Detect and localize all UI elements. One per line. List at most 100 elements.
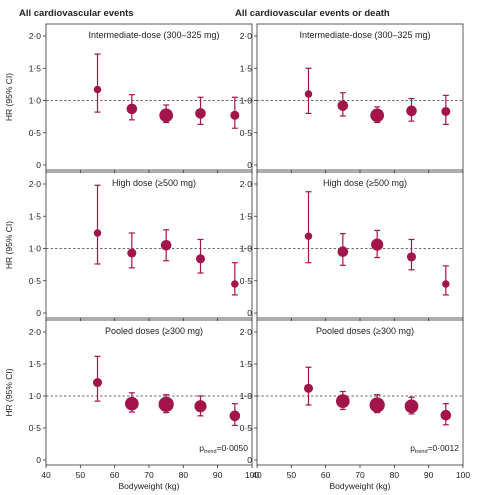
y-axis-label: HR (95% CI) — [4, 73, 14, 121]
hr-point — [229, 410, 241, 422]
panel-frame — [45, 171, 253, 319]
x-tick-label: 60 — [321, 470, 331, 480]
y-axis-label: HR (95% CI) — [4, 368, 14, 416]
hr-point — [160, 239, 172, 251]
hr-point — [440, 409, 452, 421]
hr-point — [93, 85, 102, 94]
p-trend-value: =0·0012 — [428, 443, 460, 453]
hr-point — [337, 246, 349, 258]
y-tick-label: 1·0 — [29, 96, 42, 106]
panel-2-0: 0 0·5 1·0 1·5 2·0 HR (95% CI) 40 50 60 70 80 90 100 P… — [4, 319, 259, 480]
y-tick-label: 0·5 — [29, 276, 42, 286]
x-tick-label: 100 — [245, 470, 259, 480]
panel-title: Pooled doses (≥300 mg) — [316, 326, 414, 336]
x-tick-label: 50 — [76, 470, 86, 480]
y-tick-label: 2·0 — [240, 31, 253, 41]
y-tick-label: 2·0 — [240, 179, 253, 189]
hr-point — [370, 108, 385, 123]
p-trend-symbol: p — [199, 443, 204, 453]
y-tick-label: 0 — [247, 455, 252, 465]
hr-point — [404, 399, 419, 414]
panel-title: Intermediate-dose (300–325 mg) — [88, 30, 219, 40]
y-tick-label: 1·0 — [29, 244, 42, 254]
y-tick-label: 1·5 — [240, 359, 253, 369]
y-tick-label: 1·0 — [240, 244, 253, 254]
p-trend-label: ptrend=0·0012 — [410, 443, 459, 455]
p-trend-subscript: trend — [415, 449, 428, 455]
panel-0-1: 0 0·5 1·0 1·5 2·0 Intermediate-dose (300–325 … — [240, 23, 464, 173]
hr-point — [127, 248, 137, 258]
y-tick-label: 0 — [36, 455, 41, 465]
y-tick-label: 1·5 — [240, 211, 253, 221]
hr-point — [124, 396, 139, 411]
y-tick-label: 2·0 — [29, 327, 42, 337]
hr-point — [195, 254, 206, 264]
panel-1-0: 0 0·5 1·0 1·5 2·0 HR (95% CI) High dose (≥500 … — [4, 171, 253, 321]
panel-1-1: 0 0·5 1·0 1·5 2·0 High dose (≥500 mg) — [240, 171, 464, 321]
x-tick-label: 90 — [213, 470, 223, 480]
y-tick-label: 1·5 — [29, 211, 42, 221]
y-tick-label: 0·5 — [240, 423, 253, 433]
y-tick-label: 0·5 — [29, 423, 42, 433]
p-trend-value: =0·0050 — [217, 443, 249, 453]
y-tick-label: 2·0 — [240, 327, 253, 337]
p-trend-label: ptrend=0·0050 — [199, 443, 248, 455]
hr-point — [158, 396, 174, 412]
x-tick-label: 90 — [424, 470, 434, 480]
hr-point — [303, 383, 314, 393]
panel-frame — [45, 23, 253, 171]
y-tick-label: 2·0 — [29, 179, 42, 189]
x-axis-label-1: Bodyweight (kg) — [330, 481, 391, 491]
column-title-1: All cardiovascular events or death — [235, 8, 390, 19]
y-tick-label: 0·5 — [240, 128, 253, 138]
hr-point — [159, 108, 174, 123]
y-tick-label: 0·5 — [29, 128, 42, 138]
hr-point — [194, 400, 207, 413]
x-tick-label: 70 — [355, 470, 365, 480]
hr-point — [335, 394, 350, 408]
y-tick-label: 0 — [36, 308, 41, 318]
column-title-0: All cardiovascular events — [19, 8, 134, 19]
panel-frame — [256, 23, 464, 171]
p-trend-subscript: trend — [204, 449, 217, 455]
hr-point — [126, 103, 138, 115]
hr-point — [337, 100, 349, 111]
x-tick-label: 70 — [144, 470, 154, 480]
x-tick-label: 100 — [456, 470, 470, 480]
hr-point — [442, 280, 450, 288]
y-tick-label: 2·0 — [29, 31, 42, 41]
p-trend-symbol: p — [410, 443, 415, 453]
hr-point — [304, 90, 313, 98]
hr-point — [369, 397, 385, 413]
x-tick-label: 40 — [41, 470, 51, 480]
y-tick-label: 1·5 — [29, 359, 42, 369]
y-tick-label: 1·5 — [240, 63, 253, 73]
y-tick-label: 0 — [247, 308, 252, 318]
panel-2-1: 0 0·5 1·0 1·5 2·0 40 50 60 70 80 90 100 Pooled doses… — [240, 319, 470, 480]
y-tick-label: 1·0 — [240, 96, 253, 106]
y-tick-label: 0 — [36, 160, 41, 170]
x-tick-label: 80 — [179, 470, 189, 480]
y-tick-label: 0 — [247, 160, 252, 170]
x-tick-label: 80 — [390, 470, 400, 480]
x-tick-label: 60 — [110, 470, 120, 480]
hr-point — [304, 232, 313, 240]
hr-point — [93, 229, 102, 237]
hr-point — [371, 238, 384, 251]
hr-point — [92, 378, 103, 388]
panel-title: High dose (≥500 mg) — [323, 178, 407, 188]
panel-frame — [256, 171, 464, 319]
hr-point — [195, 108, 206, 119]
y-tick-label: 1·0 — [240, 391, 253, 401]
hr-point — [441, 106, 451, 116]
y-axis-label: HR (95% CI) — [4, 221, 14, 269]
hr-point — [231, 280, 239, 288]
x-axis-label-0: Bodyweight (kg) — [119, 481, 180, 491]
panel-title: High dose (≥500 mg) — [112, 178, 196, 188]
y-tick-label: 1·0 — [29, 391, 42, 401]
hr-point — [406, 105, 417, 117]
hr-point — [230, 110, 240, 120]
x-tick-label: 40 — [252, 470, 262, 480]
